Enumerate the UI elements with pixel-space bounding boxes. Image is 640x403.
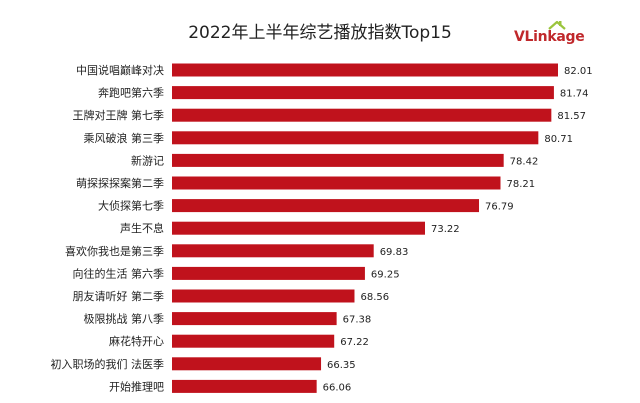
value-label: 67.38: [343, 315, 372, 326]
value-label: 67.22: [340, 337, 369, 348]
category-label: 中国说唱巅峰对决: [76, 63, 164, 77]
bar: [172, 266, 365, 280]
bar: [172, 357, 322, 371]
category-label: 开始推理吧: [109, 379, 164, 393]
category-label: 极限挑战 第八季: [84, 312, 165, 326]
bar: [172, 334, 335, 348]
value-label: 80.71: [544, 134, 573, 145]
bar: [172, 86, 554, 100]
value-label: 78.21: [507, 179, 536, 190]
bar: [172, 199, 480, 213]
bars-layer: 中国说唱巅峰对决 82.01 奔跑吧第六季 81.74 王牌对王牌 第七季 81.57 乘风…: [51, 63, 593, 393]
category-label: 朋友请听好 第二季: [73, 289, 165, 303]
category-label: 喜欢你我也是第三季: [65, 244, 164, 258]
value-label: 66.35: [327, 360, 356, 371]
value-label: 73.22: [431, 224, 460, 235]
bar: [172, 63, 558, 77]
bar: [172, 312, 337, 326]
value-label: 76.79: [485, 202, 514, 213]
category-label: 麻花特开心: [109, 334, 164, 348]
value-label: 82.01: [564, 66, 593, 77]
category-label: 王牌对王牌 第七季: [73, 108, 165, 122]
bar: [172, 379, 317, 393]
category-label: 声生不息: [120, 221, 164, 235]
value-label: 78.42: [510, 156, 539, 167]
bar: [172, 176, 501, 190]
category-label: 奔跑吧第六季: [98, 86, 164, 100]
chart-title: 2022年上半年综艺播放指数Top15: [188, 23, 452, 43]
bar: [172, 221, 425, 235]
house-roof-icon: [548, 20, 566, 30]
category-label: 乘风破浪 第三季: [84, 131, 165, 145]
category-label: 萌探探探案第二季: [76, 176, 164, 190]
category-label: 大侦探第七季: [98, 199, 164, 213]
vlinkage-logo: VLinkage: [514, 20, 596, 50]
bar: [172, 153, 504, 167]
value-label: 68.56: [360, 292, 389, 303]
bar: [172, 244, 374, 258]
value-label: 81.57: [557, 111, 586, 122]
category-label: 向往的生活 第六季: [73, 266, 165, 280]
value-label: 66.06: [323, 382, 352, 393]
value-label: 81.74: [560, 89, 589, 100]
category-label: 初入职场的我们 法医季: [51, 357, 165, 371]
bar: [172, 289, 355, 303]
category-label: 新游记: [131, 153, 164, 167]
logo-text: VLinkage: [514, 29, 585, 45]
value-label: 69.83: [380, 247, 409, 258]
value-label: 69.25: [371, 269, 400, 280]
bar: [172, 108, 552, 122]
bar: [172, 131, 539, 145]
